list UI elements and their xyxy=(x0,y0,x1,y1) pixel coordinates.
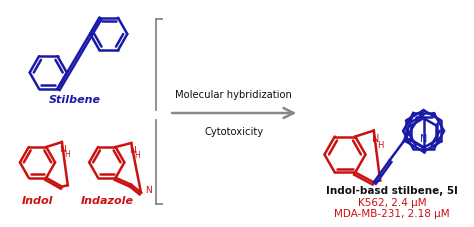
Text: H: H xyxy=(134,151,140,160)
Text: H: H xyxy=(64,151,70,159)
Text: N: N xyxy=(420,134,427,144)
Text: N: N xyxy=(372,134,379,145)
Text: Molecular hybridization: Molecular hybridization xyxy=(175,90,292,100)
Text: Indazole: Indazole xyxy=(80,196,133,206)
Text: MDA-MB-231, 2.18 μM: MDA-MB-231, 2.18 μM xyxy=(334,209,450,219)
Text: Cytotoxicity: Cytotoxicity xyxy=(204,127,263,137)
Text: Indol: Indol xyxy=(22,196,53,206)
Text: N: N xyxy=(60,146,66,154)
Text: Stilbene: Stilbene xyxy=(49,95,100,105)
Text: N: N xyxy=(129,146,136,155)
Text: Indol-basd stilbene, 5l: Indol-basd stilbene, 5l xyxy=(326,186,458,196)
Text: H: H xyxy=(377,141,384,150)
Text: K562, 2.4 μM: K562, 2.4 μM xyxy=(357,198,426,208)
Text: N: N xyxy=(145,186,152,195)
